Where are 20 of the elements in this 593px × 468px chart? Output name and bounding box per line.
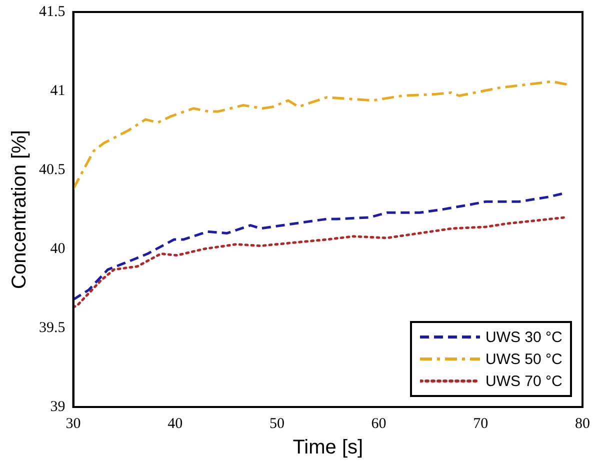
legend-label: UWS 70 °C [486, 372, 562, 390]
legend-label: UWS 30 °C [486, 328, 562, 346]
legend-label: UWS 50 °C [486, 350, 562, 368]
y-tick-label: 39 [50, 398, 66, 415]
y-tick-label: 41.5 [39, 4, 66, 20]
x-tick-label: 70 [473, 416, 488, 432]
y-tick-label: 39.5 [39, 320, 66, 336]
line-series [73, 216, 566, 309]
x-tick-label: 80 [575, 416, 590, 432]
x-tick-label: 60 [371, 416, 386, 432]
y-axis-title: Concentration [%] [8, 130, 31, 289]
line-series [73, 80, 570, 190]
x-tick-label: 40 [168, 416, 183, 432]
line-series [73, 192, 564, 301]
y-tick-label: 40.5 [39, 162, 66, 178]
x-tick-label: 50 [269, 416, 284, 432]
y-tick-label: 40 [50, 240, 66, 257]
x-tick-label: 30 [66, 416, 81, 432]
y-tick-label: 41 [50, 82, 66, 99]
x-axis-title: Time [s] [292, 436, 364, 459]
